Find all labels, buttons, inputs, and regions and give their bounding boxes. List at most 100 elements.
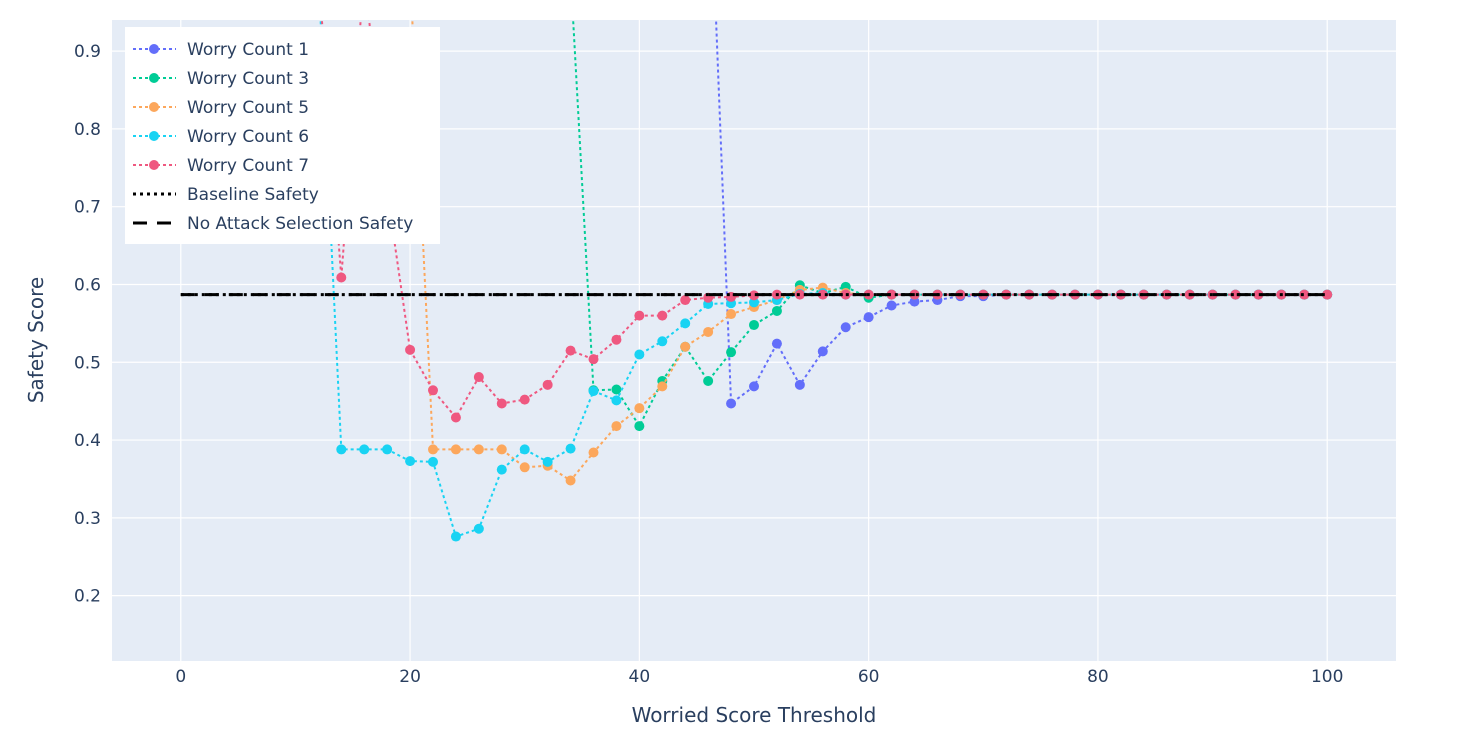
data-point-worry-count-7[interactable] (611, 334, 622, 345)
data-point-worry-count-6[interactable] (336, 444, 347, 455)
data-point-worry-count-5[interactable] (703, 326, 714, 337)
data-point-worry-count-7[interactable] (428, 385, 438, 396)
legend-item-no-attack-selection-safety[interactable]: No Attack Selection Safety (133, 214, 413, 234)
data-point-worry-count-6[interactable] (542, 456, 553, 467)
data-point-worry-count-7[interactable] (1299, 289, 1310, 300)
data-point-worry-count-6[interactable] (611, 395, 622, 406)
legend-marker (149, 131, 159, 141)
data-point-worry-count-1[interactable] (749, 381, 759, 392)
data-point-worry-count-5[interactable] (657, 381, 668, 392)
data-point-worry-count-1[interactable] (863, 312, 874, 323)
data-point-worry-count-6[interactable] (565, 443, 576, 454)
data-point-worry-count-6[interactable] (405, 456, 416, 467)
data-point-worry-count-7[interactable] (680, 295, 691, 306)
data-point-worry-count-5[interactable] (634, 403, 645, 414)
legend-item-worry-count-6[interactable]: Worry Count 6 (133, 127, 309, 147)
x-tick-label: 80 (1087, 667, 1109, 687)
data-point-worry-count-6[interactable] (382, 444, 393, 455)
x-tick-label: 100 (1311, 667, 1343, 687)
data-point-worry-count-1[interactable] (817, 346, 828, 357)
data-point-worry-count-7[interactable] (1230, 289, 1241, 300)
y-tick-label: 0.5 (74, 353, 101, 373)
legend-label: Baseline Safety (187, 185, 319, 205)
y-tick-label: 0.2 (74, 587, 101, 607)
data-point-worry-count-7[interactable] (657, 310, 668, 321)
data-point-worry-count-1[interactable] (794, 379, 805, 390)
data-point-worry-count-7[interactable] (634, 310, 645, 321)
data-point-worry-count-7[interactable] (496, 398, 507, 409)
data-point-worry-count-7[interactable] (1322, 289, 1333, 300)
legend[interactable]: Worry Count 1 Worry Count 3 Worry Count 5 W… (125, 27, 440, 244)
data-point-worry-count-5[interactable] (473, 444, 484, 455)
data-point-worry-count-7[interactable] (1253, 289, 1264, 300)
data-point-worry-count-6[interactable] (496, 464, 507, 475)
y-tick-label: 0.8 (74, 120, 101, 140)
data-point-worry-count-1[interactable] (886, 300, 897, 311)
data-point-worry-count-7[interactable] (473, 372, 484, 383)
data-point-worry-count-7[interactable] (519, 394, 530, 405)
tick-labels: 0 20 40 60 80 100 0.2 0.3 0.4 0.5 0.6 0.7 0.8 0.9 (74, 42, 1343, 687)
x-axis-title: Worried Score Threshold (632, 703, 877, 727)
legend-item-worry-count-7[interactable]: Worry Count 7 (133, 156, 309, 176)
data-point-worry-count-7[interactable] (405, 344, 416, 355)
data-point-worry-count-5[interactable] (611, 421, 622, 432)
data-point-worry-count-6[interactable] (634, 349, 645, 360)
data-point-worry-count-5[interactable] (726, 309, 737, 320)
legend-label: Worry Count 1 (187, 40, 309, 60)
legend-label: Worry Count 5 (187, 98, 309, 118)
data-point-worry-count-3[interactable] (634, 421, 645, 432)
data-point-worry-count-7[interactable] (886, 289, 897, 300)
data-point-worry-count-3[interactable] (726, 347, 737, 358)
data-point-worry-count-7[interactable] (565, 345, 576, 356)
data-point-worry-count-7[interactable] (794, 289, 805, 300)
data-point-worry-count-1[interactable] (840, 322, 851, 333)
data-point-worry-count-7[interactable] (542, 379, 553, 390)
data-point-worry-count-1[interactable] (771, 338, 782, 349)
data-point-worry-count-5[interactable] (496, 444, 507, 455)
data-point-worry-count-3[interactable] (771, 305, 782, 316)
data-point-worry-count-5[interactable] (680, 341, 691, 352)
data-point-worry-count-6[interactable] (473, 523, 484, 534)
data-point-worry-count-6[interactable] (450, 531, 461, 542)
data-point-worry-count-3[interactable] (749, 319, 759, 330)
x-tick-label: 20 (399, 667, 421, 687)
series-line-worry-count-3 (572, 20, 1328, 429)
series-layer (180, 20, 1333, 542)
data-point-worry-count-5[interactable] (450, 444, 461, 455)
data-point-worry-count-1[interactable] (726, 398, 737, 409)
data-point-worry-count-3[interactable] (611, 384, 622, 395)
data-point-worry-count-6[interactable] (359, 444, 370, 455)
y-tick-label: 0.9 (74, 42, 101, 62)
legend-marker (149, 73, 159, 83)
legend-item-worry-count-3[interactable]: Worry Count 3 (133, 69, 309, 89)
legend-label: No Attack Selection Safety (187, 214, 413, 234)
data-point-worry-count-7[interactable] (749, 290, 759, 301)
data-point-worry-count-5[interactable] (588, 447, 599, 458)
data-point-worry-count-6[interactable] (680, 318, 691, 329)
legend-marker (149, 44, 159, 54)
legend-item-worry-count-5[interactable]: Worry Count 5 (133, 98, 309, 118)
legend-label: Worry Count 3 (187, 69, 309, 89)
data-point-worry-count-5[interactable] (565, 475, 576, 486)
data-point-worry-count-7[interactable] (588, 354, 599, 365)
data-point-worry-count-7[interactable] (817, 289, 828, 300)
data-point-worry-count-1[interactable] (909, 296, 920, 307)
data-point-worry-count-6[interactable] (519, 444, 530, 455)
y-tick-label: 0.6 (74, 275, 101, 295)
data-point-worry-count-5[interactable] (428, 444, 438, 455)
data-point-worry-count-6[interactable] (657, 336, 668, 347)
data-point-worry-count-3[interactable] (703, 375, 714, 386)
legend-item-worry-count-1[interactable]: Worry Count 1 (133, 40, 309, 60)
data-point-worry-count-6[interactable] (588, 386, 599, 397)
data-point-worry-count-6[interactable] (749, 297, 759, 308)
data-point-worry-count-5[interactable] (519, 462, 530, 473)
data-point-worry-count-7[interactable] (450, 412, 461, 423)
data-point-worry-count-7[interactable] (840, 289, 851, 300)
legend-item-baseline-safety[interactable]: Baseline Safety (133, 185, 319, 205)
x-tick-label: 60 (858, 667, 880, 687)
x-tick-label: 0 (175, 667, 186, 687)
data-point-worry-count-6[interactable] (428, 456, 438, 467)
data-point-worry-count-7[interactable] (336, 272, 347, 283)
legend-marker (149, 102, 159, 112)
